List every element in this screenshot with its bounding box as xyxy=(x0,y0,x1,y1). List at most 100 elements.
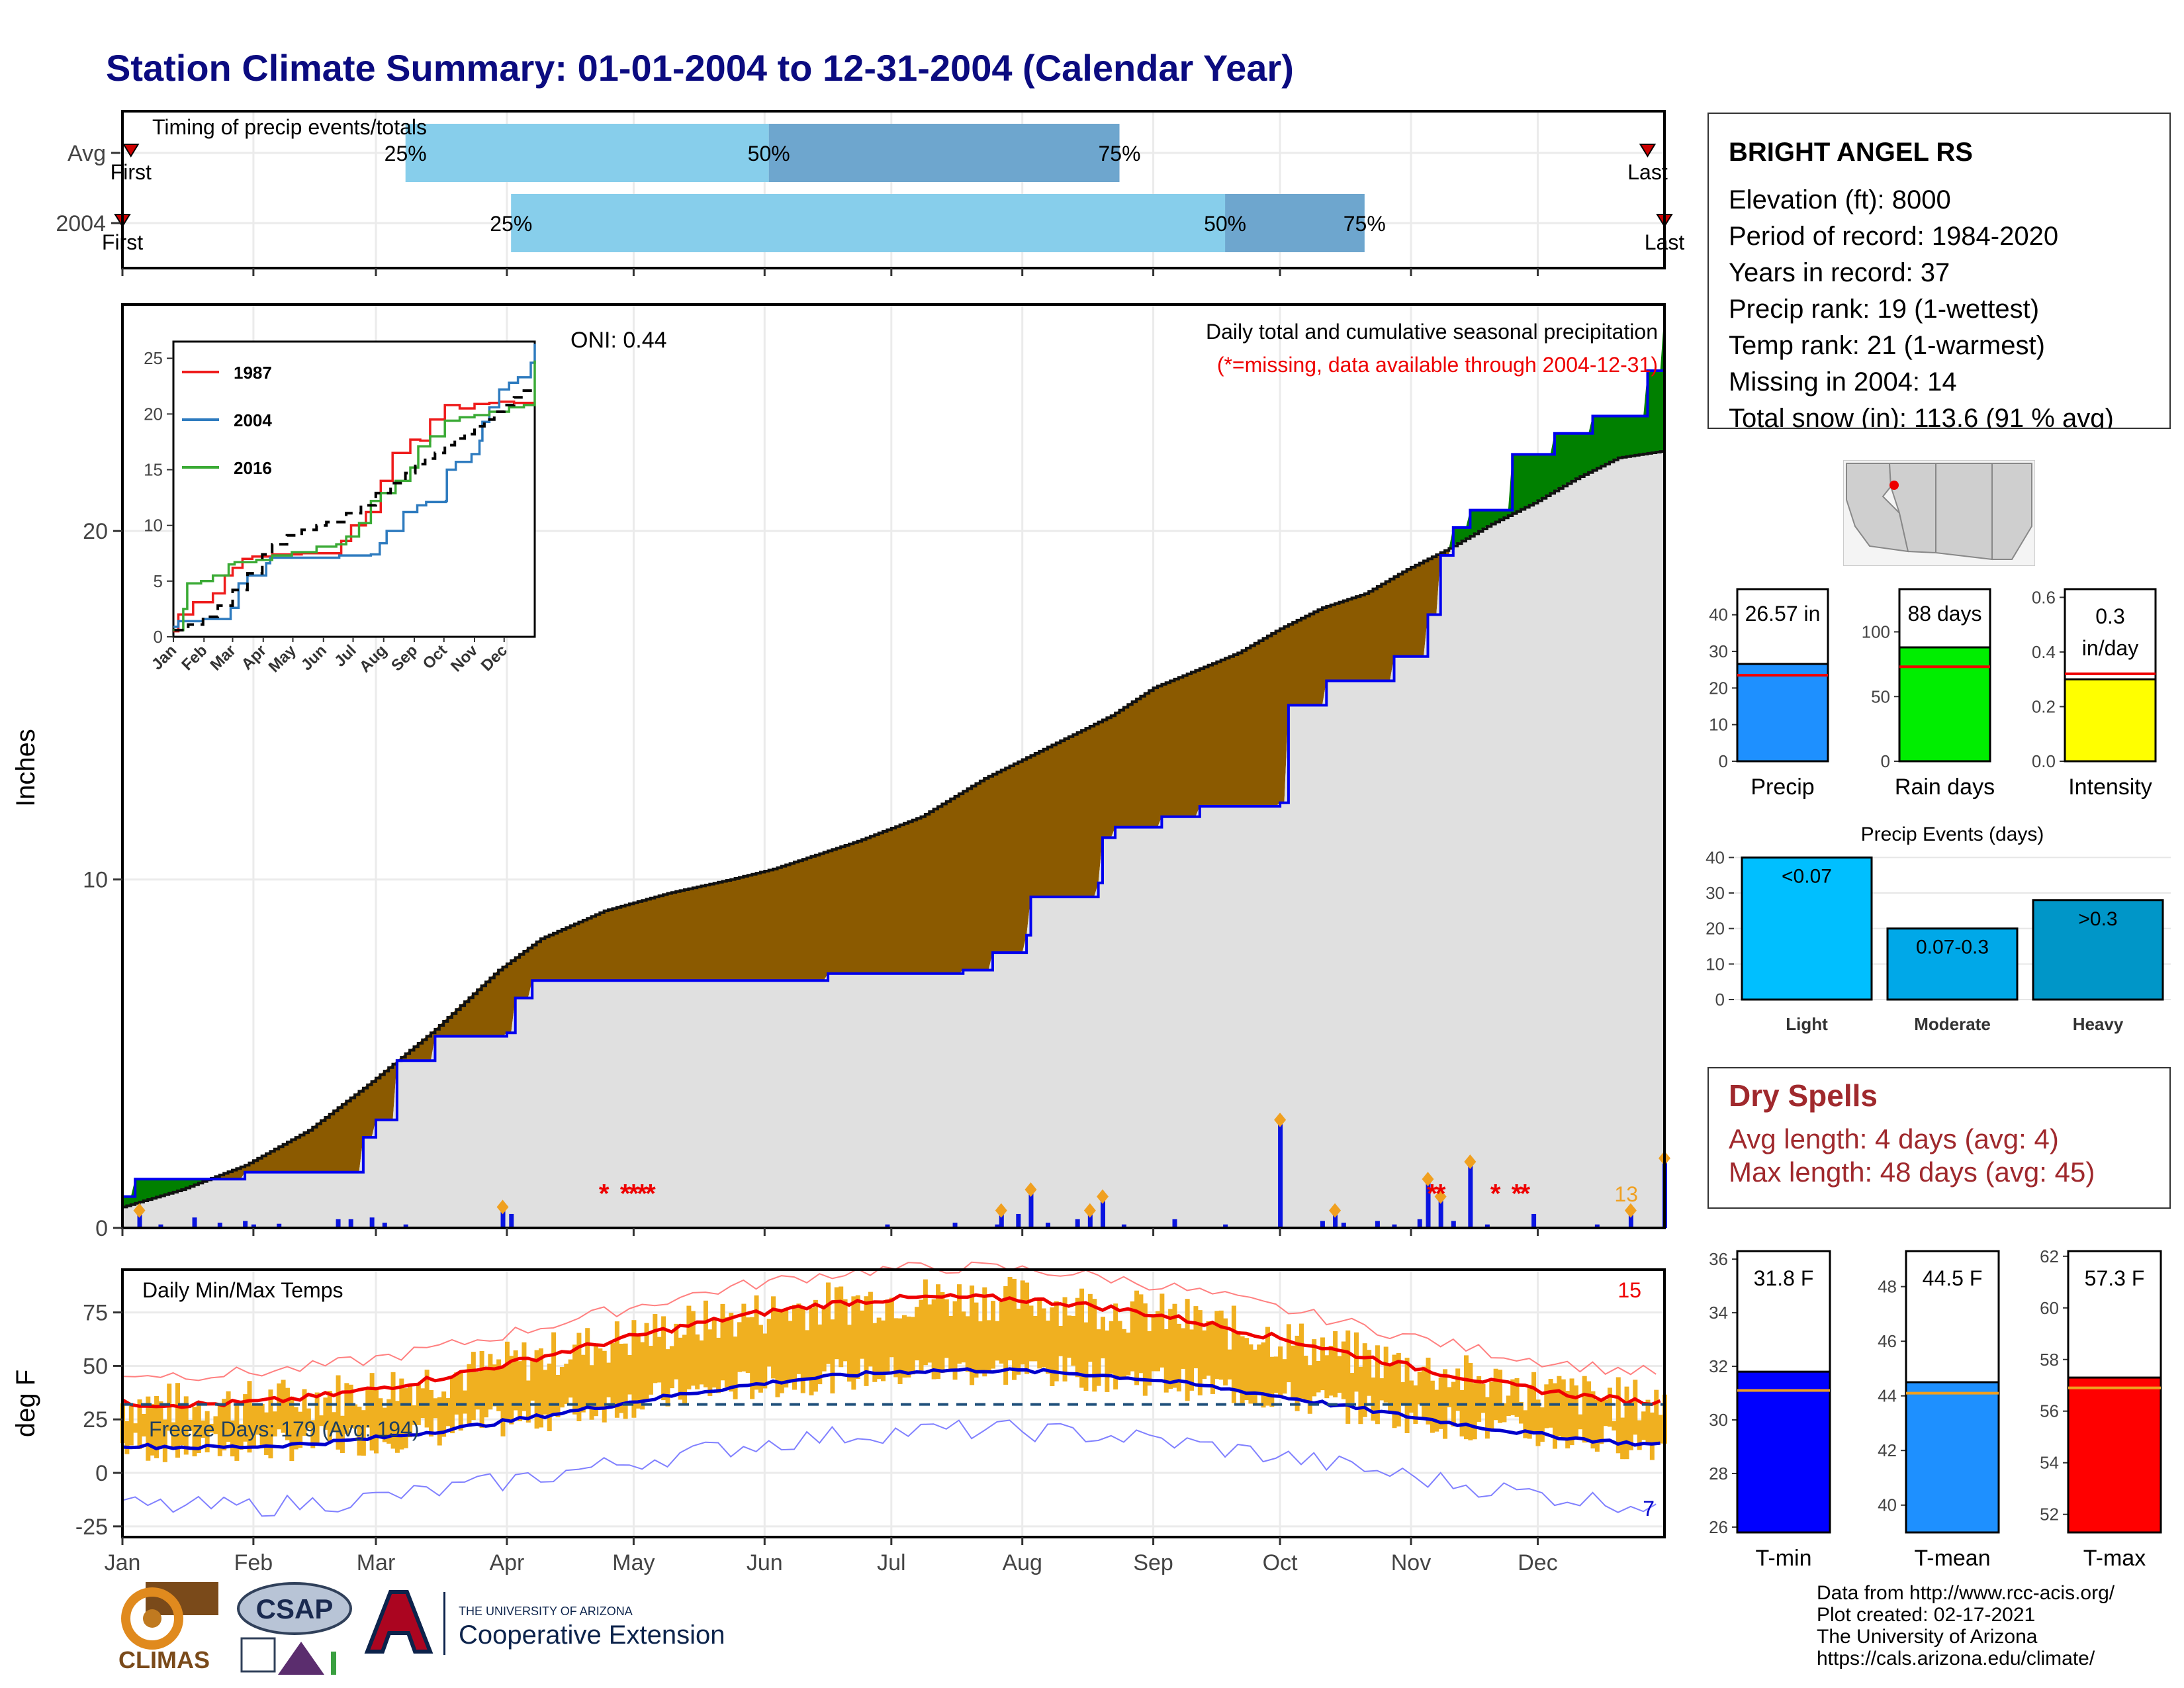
temp-daily-range-bar xyxy=(387,1399,392,1444)
temp-frame xyxy=(121,1268,1666,1538)
temp-daily-range-bar xyxy=(940,1291,945,1373)
precip-daily-bar xyxy=(1087,1210,1093,1228)
tbar-y-tick-label: 60 xyxy=(2040,1298,2059,1318)
temp-daily-range-bar xyxy=(277,1383,282,1430)
temp-daily-range-bar xyxy=(711,1318,717,1388)
timing-bar-q25-q50 xyxy=(405,124,769,182)
temp-daily-range-bar xyxy=(1328,1346,1334,1396)
x-tick-label-sep: Sep xyxy=(1133,1550,1173,1575)
precip-obs-cumulative-line xyxy=(122,311,1666,1198)
temp-daily-range-bar xyxy=(800,1307,805,1393)
temp-daily-range-bar xyxy=(576,1333,582,1421)
annual-category-label: Rain days xyxy=(1895,774,1995,800)
precip-daily-bar xyxy=(1016,1213,1021,1228)
climas-logo-text: CLIMAS xyxy=(118,1646,210,1673)
timing-label-first: First xyxy=(111,160,152,184)
precip-y-tick-label: 0 xyxy=(95,1216,108,1241)
locator-map xyxy=(1843,460,2035,566)
temp-daily-range-bar xyxy=(281,1380,286,1433)
temp-daily-range-bar xyxy=(893,1318,899,1378)
temp-daily-range-bar xyxy=(412,1405,417,1425)
temp-daily-range-bar xyxy=(551,1332,557,1414)
temp-daily-range-bar xyxy=(944,1299,949,1358)
temp-daily-range-bar xyxy=(589,1365,594,1420)
precip-y-axis-label: Inches xyxy=(11,729,40,807)
timing-last-marker xyxy=(1639,144,1657,158)
temp-daily-range-bar xyxy=(1252,1349,1257,1405)
annual-y-tick-label: 100 xyxy=(1862,622,1890,642)
temp-daily-range-bar xyxy=(306,1408,311,1429)
temp-daily-range-bar xyxy=(784,1310,789,1388)
temp-daily-range-bar xyxy=(614,1321,619,1418)
temp-daily-range-bar xyxy=(471,1352,476,1421)
temp-daily-range-bar xyxy=(1620,1417,1625,1460)
temp-daily-range-bar xyxy=(382,1407,387,1442)
temp-daily-range-bar xyxy=(610,1343,615,1403)
temp-daily-range-bar xyxy=(1383,1346,1388,1403)
temp-daily-range-bar xyxy=(965,1316,970,1372)
tbar-y-tick-label: 34 xyxy=(1709,1303,1728,1323)
precip-y-tick-label: 20 xyxy=(83,519,108,544)
temp-daily-range-bar xyxy=(809,1308,814,1395)
temp-daily-range-bar xyxy=(399,1378,404,1450)
temp-daily-range-bar xyxy=(374,1389,379,1454)
temp-daily-range-bar xyxy=(285,1387,290,1440)
temp-daily-range-bar xyxy=(906,1316,911,1378)
temp-daily-range-bar xyxy=(1641,1411,1647,1440)
precip-daily-bar xyxy=(1100,1196,1105,1228)
timing-label-q25: 25% xyxy=(385,142,427,165)
temp-daily-range-bar xyxy=(1307,1365,1312,1414)
precip-event-marker xyxy=(995,1203,1007,1218)
tbar-category-label: T-min xyxy=(1756,1546,1812,1571)
temp-daily-range-bar xyxy=(580,1354,586,1413)
temp-daily-range-bar xyxy=(1624,1386,1629,1460)
temp-daily-range-bar xyxy=(298,1411,303,1448)
temp-daily-range-bar xyxy=(745,1317,751,1374)
temp-daily-range-bar xyxy=(978,1321,983,1372)
temp-daily-range-bar xyxy=(1599,1398,1604,1444)
temp-daily-range-bar xyxy=(1573,1385,1578,1438)
annual-y-tick-label: 0.4 xyxy=(2032,642,2056,662)
temp-daily-range-bar xyxy=(196,1402,201,1454)
precip-daily-bar xyxy=(1438,1196,1443,1228)
temp-daily-range-bar xyxy=(1388,1363,1393,1413)
temp-daily-range-bar xyxy=(357,1406,362,1456)
timing-label-q25: 25% xyxy=(490,212,532,236)
temp-daily-range-bar xyxy=(860,1310,865,1359)
temp-y-tick-label: 0 xyxy=(95,1461,108,1486)
inset-series-line-1987 xyxy=(173,400,535,633)
temp-daily-range-bar xyxy=(1291,1345,1296,1399)
csap-cloud xyxy=(237,1582,352,1635)
timing-title: Timing of precip events/totals xyxy=(152,115,427,139)
temp-daily-range-bar xyxy=(1615,1377,1621,1454)
temp-daily-range-bar xyxy=(513,1350,518,1411)
temp-daily-range-bar xyxy=(1535,1399,1541,1446)
temp-daily-range-bar xyxy=(1371,1377,1376,1421)
events-category-label-heavy: Heavy xyxy=(2073,1014,2124,1034)
temp-daily-range-bar xyxy=(183,1396,189,1455)
inset-x-tick-label-oct: Oct xyxy=(420,641,451,673)
dry-spells-avg: Avg length: 4 days (avg: 4) xyxy=(1729,1123,2059,1154)
credits: Data from http://www.rcc-acis.org/ Plot … xyxy=(1817,1582,2115,1669)
temp-daily-range-bar xyxy=(408,1383,413,1438)
temp-daily-range-bar xyxy=(394,1401,400,1453)
temp-daily-range-bar xyxy=(378,1398,383,1438)
map-state-new-mexico xyxy=(1935,463,1993,561)
temp-daily-range-bar xyxy=(889,1297,894,1358)
temp-daily-range-bar xyxy=(340,1415,345,1453)
temp-daily-range-bar xyxy=(1016,1308,1021,1375)
timing-label-q75: 75% xyxy=(1098,142,1140,165)
temp-record-max-line xyxy=(122,1261,1657,1382)
precip-daily-bar xyxy=(1484,1224,1490,1228)
tbar-y-tick-label: 32 xyxy=(1709,1356,1728,1376)
tbar-bar-t-mean xyxy=(1905,1381,2000,1534)
temp-daily-range-bar xyxy=(750,1317,755,1399)
temp-daily-range-bar xyxy=(956,1284,962,1364)
temp-daily-range-bar xyxy=(319,1415,324,1427)
temp-daily-range-bar xyxy=(686,1305,692,1389)
temp-daily-range-bar xyxy=(1236,1331,1241,1393)
temp-daily-range-bar xyxy=(1117,1321,1122,1378)
temp-daily-range-bar xyxy=(1477,1376,1482,1422)
temp-daily-range-bar xyxy=(369,1373,375,1451)
